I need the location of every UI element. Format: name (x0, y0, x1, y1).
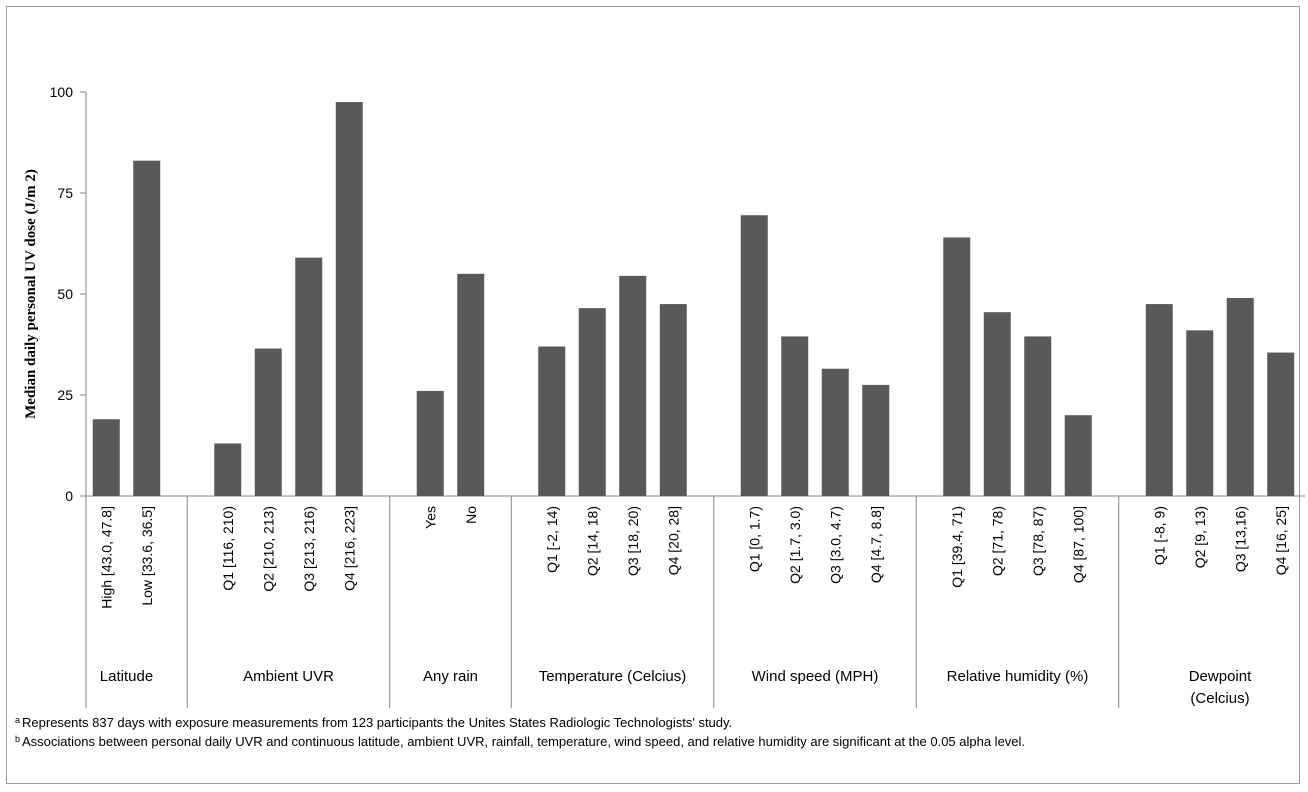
y-tick-label: 50 (57, 286, 73, 302)
bar (821, 368, 849, 496)
bar (1267, 352, 1295, 496)
bar (781, 336, 809, 496)
bar (1024, 336, 1052, 496)
x-category-label: Q4 [4.7, 8.8] (868, 506, 884, 583)
bar (254, 348, 282, 496)
bar (1064, 415, 1092, 496)
x-category-label: Q2 [71, 78) (989, 506, 1005, 576)
bar (214, 443, 242, 496)
bar (457, 273, 485, 496)
x-group-label: Dewpoint (1189, 668, 1252, 685)
x-category-label: Q1 [39.4, 71) (949, 506, 965, 588)
footnote-a: a Represents 837 days with exposure measu… (15, 712, 1295, 731)
bar (1145, 304, 1173, 496)
x-category-label: Q3 [18, 20) (625, 506, 641, 576)
y-tick-label: 75 (57, 185, 73, 201)
x-category-label: Q2 [210, 213) (260, 506, 276, 592)
footnote-a-marker: a (15, 715, 21, 725)
bar (92, 419, 120, 496)
y-tick-label: 0 (65, 488, 73, 504)
y-tick-label: 100 (50, 84, 74, 100)
bar-chart: 0 25 50 75 100 Median daily personal UV dose … (23, 84, 1305, 708)
bar (133, 160, 161, 496)
x-group-label: Latitude (100, 668, 153, 685)
footnote-b-marker: b (15, 734, 21, 744)
x-group-label: Wind speed (MPH) (752, 668, 879, 685)
x-category-label: Q3 [213, 216) (301, 506, 317, 592)
x-category-label: Q1 [-2, 14) (544, 506, 560, 573)
x-category-label: Q4 [216, 223] (341, 506, 357, 591)
bar (335, 102, 363, 496)
y-axis-title: Median daily personal UV dose (J/m 2) (23, 169, 39, 419)
bar (740, 215, 768, 496)
x-category-label: Q3 [78, 87) (1030, 506, 1046, 576)
x-category-label: Low [33.6, 36.5] (139, 506, 155, 606)
x-category-label: Q3 [13,16) (1232, 506, 1248, 572)
bar (538, 346, 566, 496)
bar (943, 237, 971, 496)
x-category-label: Q4 [16, 25] (1273, 506, 1289, 575)
bar (862, 384, 890, 496)
bar (578, 308, 606, 496)
y-tick-label: 25 (57, 387, 73, 403)
x-category-label: Q1 [-8, 9) (1151, 506, 1167, 565)
bar (295, 257, 323, 496)
footnote-a-text: Represents 837 days with exposure measur… (22, 715, 733, 730)
bar (1186, 330, 1214, 496)
x-group-label: Any rain (423, 668, 478, 685)
x-category-label: Q2 [9, 13) (1192, 506, 1208, 568)
chart-frame (6, 6, 1300, 784)
x-category-label: Yes (422, 506, 438, 529)
footnote-b-text: Associations between personal daily UVR … (22, 734, 1026, 749)
footnotes: a Represents 837 days with exposure measu… (15, 712, 1295, 750)
x-category-label: Q1 [116, 210) (220, 506, 236, 591)
x-category-label: No (463, 506, 479, 524)
bar (659, 304, 687, 496)
x-category-label: Q2 [1.7, 3.0) (787, 506, 803, 584)
footnote-b: b Associations between personal daily UVR… (15, 731, 1295, 750)
x-group-label: Temperature (Celcius) (539, 668, 687, 685)
x-category-label: Q2 [14, 18) (584, 506, 600, 576)
x-category-label: High [43.0, 47.8] (98, 506, 114, 609)
bar (619, 275, 647, 496)
x-group-label: Relative humidity (%) (947, 668, 1089, 685)
bar (416, 390, 444, 496)
x-category-label: Q4 [20, 28] (665, 506, 681, 575)
bar (983, 312, 1011, 496)
x-category-label: Q1 [0, 1.7) (746, 506, 762, 572)
x-category-label: Q3 [3.0, 4.7) (827, 506, 843, 584)
x-group-label: (Celcius) (1190, 690, 1249, 707)
x-group-label: Ambient UVR (243, 668, 334, 685)
x-category-label: Q4 [87, 100] (1070, 506, 1086, 583)
bar (1226, 298, 1254, 496)
